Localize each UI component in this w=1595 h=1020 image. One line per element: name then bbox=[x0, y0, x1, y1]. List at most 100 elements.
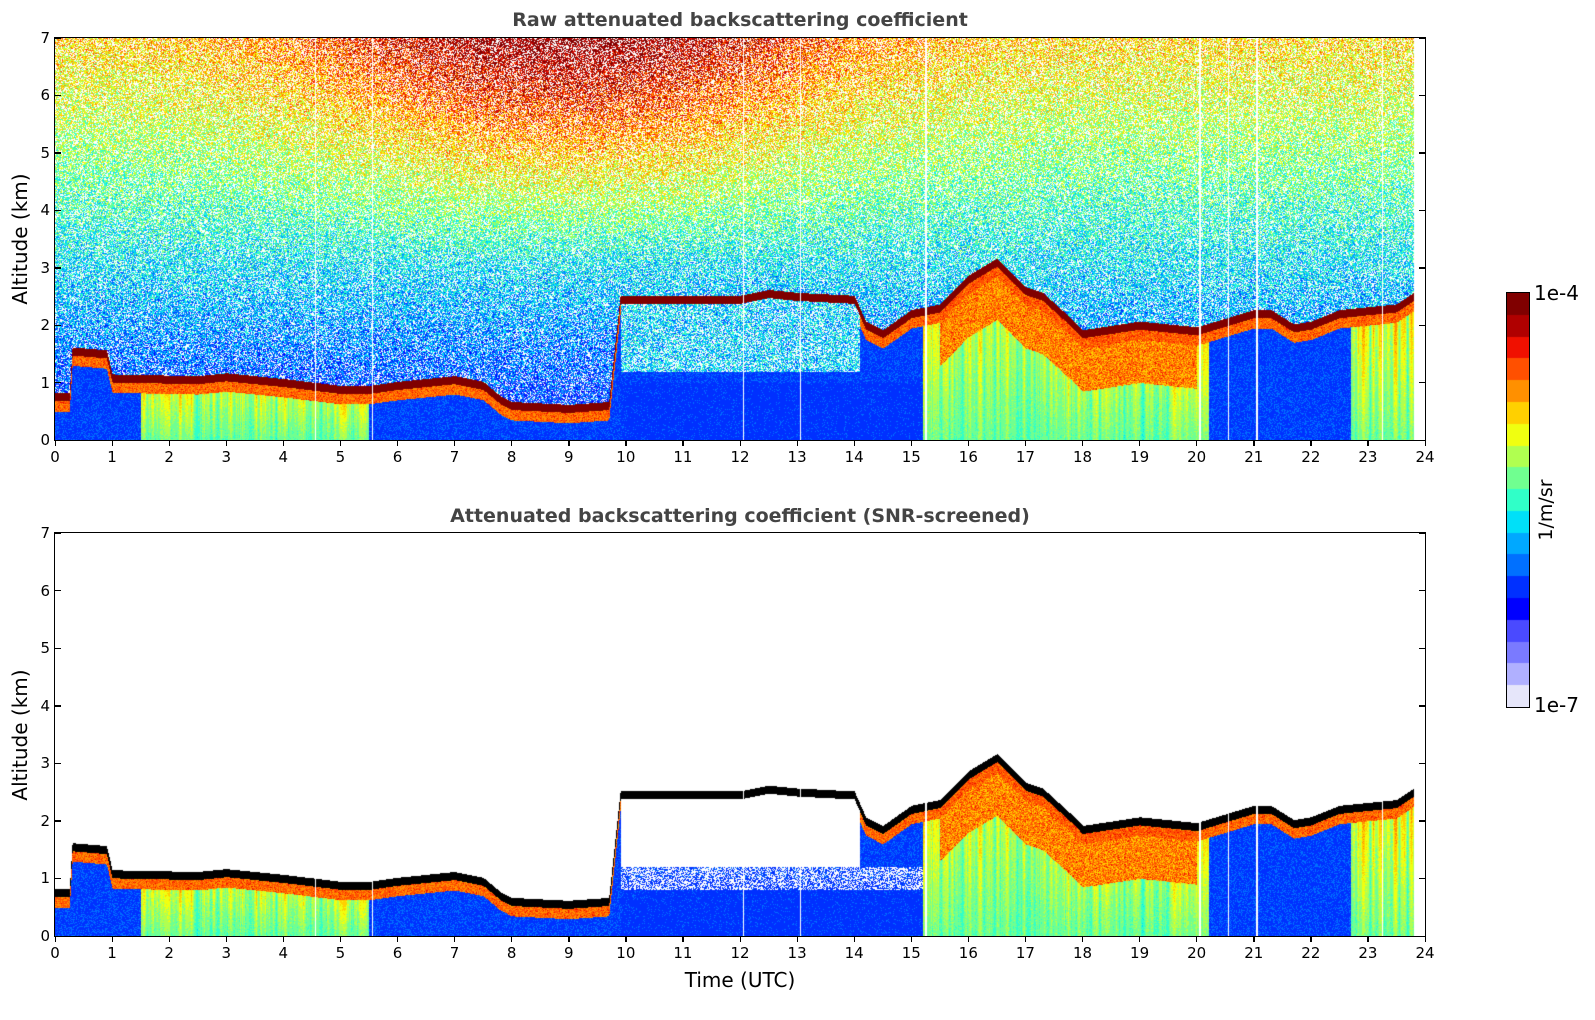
x-tick-label: 19 bbox=[1130, 448, 1150, 466]
y-tick-mark bbox=[55, 532, 61, 534]
x-tick-label: 23 bbox=[1358, 448, 1378, 466]
y-tick-mark bbox=[55, 209, 61, 212]
x-tick-label: 4 bbox=[278, 448, 289, 466]
x-tick-label: 16 bbox=[958, 944, 978, 962]
x-tick-label: 2 bbox=[164, 448, 174, 466]
x-tick-mark bbox=[225, 936, 228, 942]
y-tick-mark bbox=[55, 762, 61, 765]
x-tick-label: 13 bbox=[787, 944, 807, 962]
y-tick-mark bbox=[55, 152, 61, 154]
x-tick-label: 22 bbox=[1301, 944, 1321, 962]
x-tick-mark bbox=[739, 440, 741, 446]
x-tick-mark bbox=[54, 440, 56, 446]
y-tick-mark-right bbox=[1419, 94, 1425, 97]
x-tick-label: 13 bbox=[787, 448, 807, 466]
x-tick-mark bbox=[1253, 936, 1255, 942]
colorbar-min-label: 1e-7 bbox=[1534, 693, 1579, 717]
y-tick-mark-right bbox=[1419, 37, 1425, 39]
x-tick-mark bbox=[1082, 936, 1084, 942]
y-tick-mark-right bbox=[1419, 877, 1425, 880]
x-tick-label: 2 bbox=[164, 944, 174, 962]
x-tick-mark bbox=[682, 440, 684, 446]
y-tick-mark-right bbox=[1419, 935, 1425, 937]
x-tick-mark bbox=[1082, 440, 1084, 446]
x-tick-mark bbox=[682, 936, 684, 942]
y-tick-mark bbox=[55, 267, 61, 269]
y-tick-mark-right bbox=[1419, 267, 1425, 269]
x-tick-label: 0 bbox=[50, 448, 60, 466]
x-tick-mark bbox=[853, 440, 855, 446]
x-tick-mark bbox=[1253, 440, 1255, 446]
y-tick-mark-right bbox=[1419, 439, 1425, 441]
y-tick-mark bbox=[55, 37, 61, 39]
x-tick-mark bbox=[1196, 936, 1198, 942]
y-tick-mark-right bbox=[1419, 590, 1425, 592]
x-tick-label: 1 bbox=[107, 944, 117, 962]
x-tick-label: 5 bbox=[335, 448, 346, 466]
x-tick-mark bbox=[168, 936, 170, 942]
y-tick-mark-right bbox=[1419, 647, 1425, 649]
x-tick-mark bbox=[282, 440, 285, 446]
y-tick-label: 5 bbox=[40, 639, 50, 658]
x-tick-mark bbox=[111, 440, 113, 446]
x-tick-label: 20 bbox=[1187, 944, 1207, 962]
y-tick-mark-right bbox=[1419, 209, 1425, 212]
x-tick-label: 1 bbox=[107, 448, 117, 466]
x-tick-label: 21 bbox=[1244, 448, 1264, 466]
y-tick-mark bbox=[55, 439, 61, 441]
x-tick-label: 9 bbox=[563, 944, 574, 962]
x-tick-mark bbox=[796, 936, 798, 942]
y-tick-mark-right bbox=[1419, 324, 1425, 326]
y-tick-label: 0 bbox=[40, 927, 50, 945]
x-tick-mark bbox=[1024, 936, 1027, 942]
x-tick-label: 6 bbox=[392, 448, 403, 466]
x-tick-label: 8 bbox=[506, 944, 517, 962]
x-tick-mark bbox=[796, 440, 798, 446]
x-tick-label: 3 bbox=[221, 448, 232, 466]
x-tick-label: 20 bbox=[1187, 448, 1207, 466]
x-tick-label: 17 bbox=[1015, 448, 1035, 466]
y-tick-mark bbox=[55, 705, 61, 707]
x-tick-mark bbox=[225, 440, 228, 446]
x-tick-label: 8 bbox=[506, 448, 517, 466]
x-tick-label: 23 bbox=[1358, 944, 1378, 962]
x-tick-mark bbox=[1139, 936, 1141, 942]
x-tick-label: 19 bbox=[1130, 944, 1150, 962]
y-tick-mark-right bbox=[1419, 532, 1425, 534]
x-tick-label: 7 bbox=[449, 944, 460, 962]
y-tick-label: 3 bbox=[40, 258, 50, 277]
y-tick-mark bbox=[55, 820, 61, 822]
y-tick-label: 4 bbox=[40, 201, 50, 220]
x-tick-mark bbox=[339, 440, 342, 446]
top-panel-heatmap bbox=[55, 38, 1425, 440]
x-tick-label: 9 bbox=[563, 448, 574, 466]
y-tick-mark-right bbox=[1419, 762, 1425, 765]
colorbar-max-label: 1e-4 bbox=[1534, 281, 1579, 305]
x-tick-label: 0 bbox=[50, 944, 60, 962]
x-tick-mark bbox=[454, 440, 456, 446]
x-tick-label: 17 bbox=[1015, 944, 1035, 962]
x-tick-label: 6 bbox=[392, 944, 403, 962]
bottom-panel-ylabel: Altitude (km) bbox=[8, 669, 32, 801]
x-tick-mark bbox=[967, 936, 970, 942]
x-tick-mark bbox=[397, 440, 399, 446]
y-tick-mark bbox=[55, 590, 61, 592]
bottom-panel-title: Attenuated backscattering coefficient (S… bbox=[450, 505, 1030, 527]
x-tick-label: 16 bbox=[958, 448, 978, 466]
x-tick-mark bbox=[1424, 440, 1426, 446]
x-tick-label: 10 bbox=[616, 944, 636, 962]
x-tick-label: 18 bbox=[1072, 448, 1093, 466]
y-tick-label: 5 bbox=[40, 143, 50, 162]
y-tick-label: 4 bbox=[40, 696, 50, 715]
x-tick-label: 24 bbox=[1415, 944, 1435, 962]
y-tick-label: 2 bbox=[40, 811, 50, 830]
colorbar bbox=[1506, 292, 1530, 708]
x-tick-mark bbox=[739, 936, 741, 942]
y-tick-mark bbox=[55, 647, 61, 649]
x-tick-label: 7 bbox=[449, 448, 460, 466]
x-tick-mark bbox=[1424, 936, 1426, 942]
x-tick-mark bbox=[1367, 936, 1369, 942]
y-tick-mark-right bbox=[1419, 152, 1425, 154]
x-tick-label: 5 bbox=[335, 944, 346, 962]
x-tick-mark bbox=[168, 440, 170, 446]
